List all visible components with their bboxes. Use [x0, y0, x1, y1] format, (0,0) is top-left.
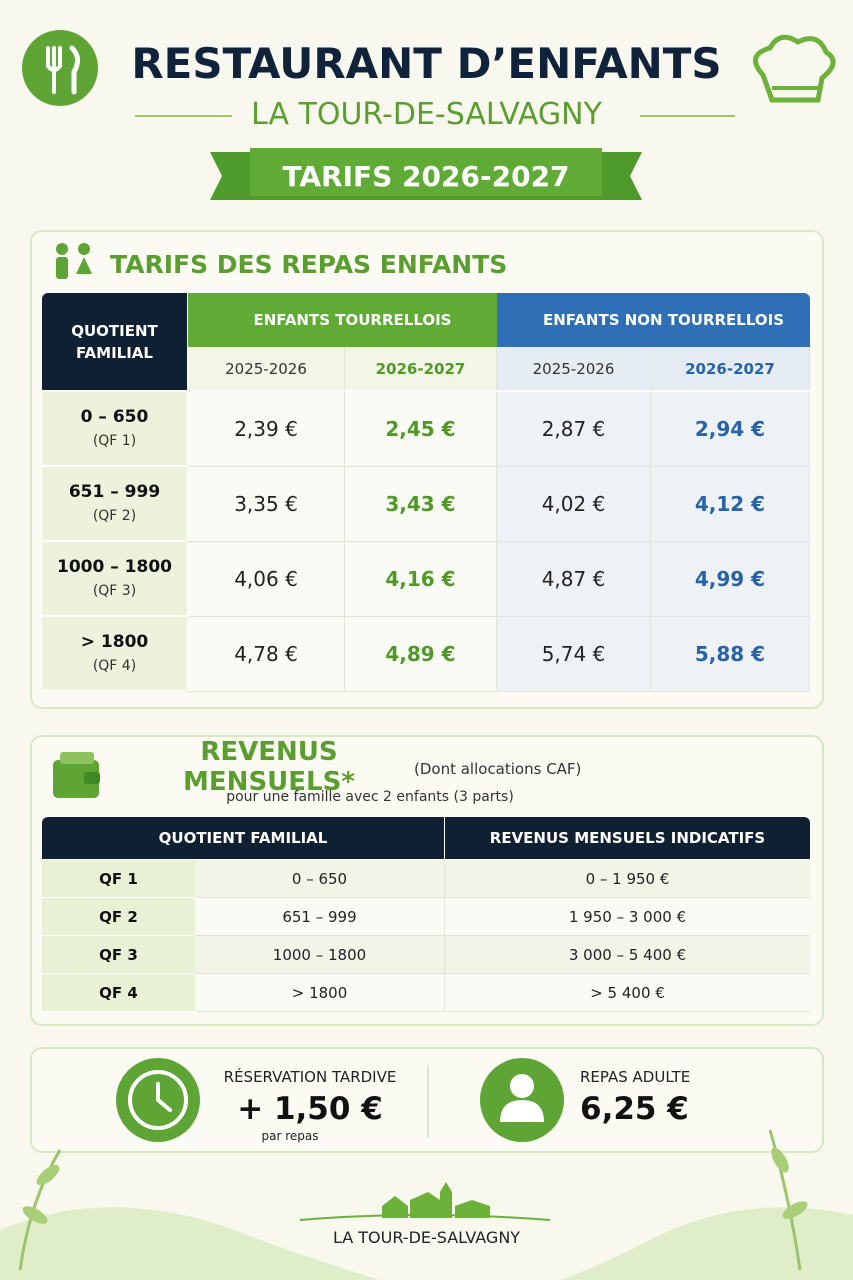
title: RESTAURANT D’ENFANTS [131, 38, 722, 88]
group-header-bg [497, 293, 517, 347]
price: 4,02 € [497, 467, 651, 542]
price: 4,06 € [188, 542, 345, 617]
price: 4,16 € [345, 542, 497, 617]
price: 2,39 € [188, 392, 345, 467]
table-header: QUOTIENT FAMILIAL [42, 817, 445, 859]
qf-label: (QF 4) [92, 658, 137, 674]
range-cell: 651 – 999 [195, 898, 445, 936]
qf-cell [42, 392, 187, 466]
group-header: ENFANTS TOURRELLOIS [208, 293, 497, 347]
price: 3,35 € [188, 467, 345, 542]
qf-cell [42, 467, 187, 541]
income-cell: > 5 400 € [445, 974, 810, 1012]
year-header: 2026-2027 [345, 347, 497, 390]
qf-cell: QF 4 [42, 974, 195, 1012]
price: 2,45 € [345, 392, 497, 467]
section-title: TARIFS DES REPAS ENFANTS [110, 249, 508, 279]
price: 2,87 € [497, 392, 651, 467]
price: 4,12 € [651, 467, 810, 542]
group-header-bg [188, 293, 208, 347]
qf-range: > 1800 [80, 632, 149, 652]
banner-text: TARIFS 2026-2027 [282, 159, 570, 193]
price: 4,87 € [497, 542, 651, 617]
footer-town: LA TOUR-DE-SALVAGNY [332, 1227, 521, 1247]
qf-cell [42, 542, 187, 616]
qf-cell: QF 1 [42, 860, 195, 898]
range-cell: 1000 – 1800 [195, 936, 445, 974]
price: 4,78 € [188, 617, 345, 692]
qf-label: (QF 1) [92, 433, 137, 449]
table-header: REVENUS MENSUELS INDICATIFS [445, 817, 810, 859]
extra-price: + 1,50 € [237, 1091, 383, 1127]
income-cell: 1 950 – 3 000 € [445, 898, 810, 936]
price: 4,89 € [345, 617, 497, 692]
section-subtitle: pour une famille avec 2 enfants (3 parts… [226, 789, 514, 805]
group-header: ENFANTS NON TOURRELLOIS [517, 293, 810, 347]
price: 3,43 € [345, 467, 497, 542]
income-cell: 3 000 – 5 400 € [445, 936, 810, 974]
qf-label: (QF 2) [92, 508, 137, 524]
subtitle: LA TOUR-DE-SALVAGNY [251, 96, 602, 132]
extra-note: par repas [261, 1129, 319, 1143]
qf-label: (QF 3) [92, 583, 137, 599]
qf-cell: QF 2 [42, 898, 195, 936]
price: 2,94 € [651, 392, 810, 467]
qf-header: QUOTIENT FAMILIAL [42, 293, 187, 390]
qf-cell: QF 3 [42, 936, 195, 974]
year-header: 2025-2026 [188, 347, 345, 390]
year-header: 2026-2027 [651, 347, 810, 390]
qf-cell [42, 617, 187, 691]
price: 4,99 € [651, 542, 810, 617]
range-cell: 0 – 650 [195, 860, 445, 898]
section-title: REVENUS MENSUELS* [183, 737, 355, 797]
section-note: (Dont allocations CAF) [414, 760, 582, 778]
year-header: 2025-2026 [497, 347, 651, 390]
income-cell: 0 – 1 950 € [445, 860, 810, 898]
price: 5,74 € [497, 617, 651, 692]
qf-range: 651 – 999 [68, 482, 161, 502]
qf-range: 1000 – 1800 [57, 557, 172, 577]
extra-label: RÉSERVATION TARDIVE [223, 1068, 397, 1086]
qf-range: 0 – 650 [80, 407, 149, 427]
extra-price: 6,25 € [580, 1091, 689, 1127]
range-cell: > 1800 [195, 974, 445, 1012]
price: 5,88 € [651, 617, 810, 692]
extra-label: REPAS ADULTE [580, 1068, 691, 1086]
